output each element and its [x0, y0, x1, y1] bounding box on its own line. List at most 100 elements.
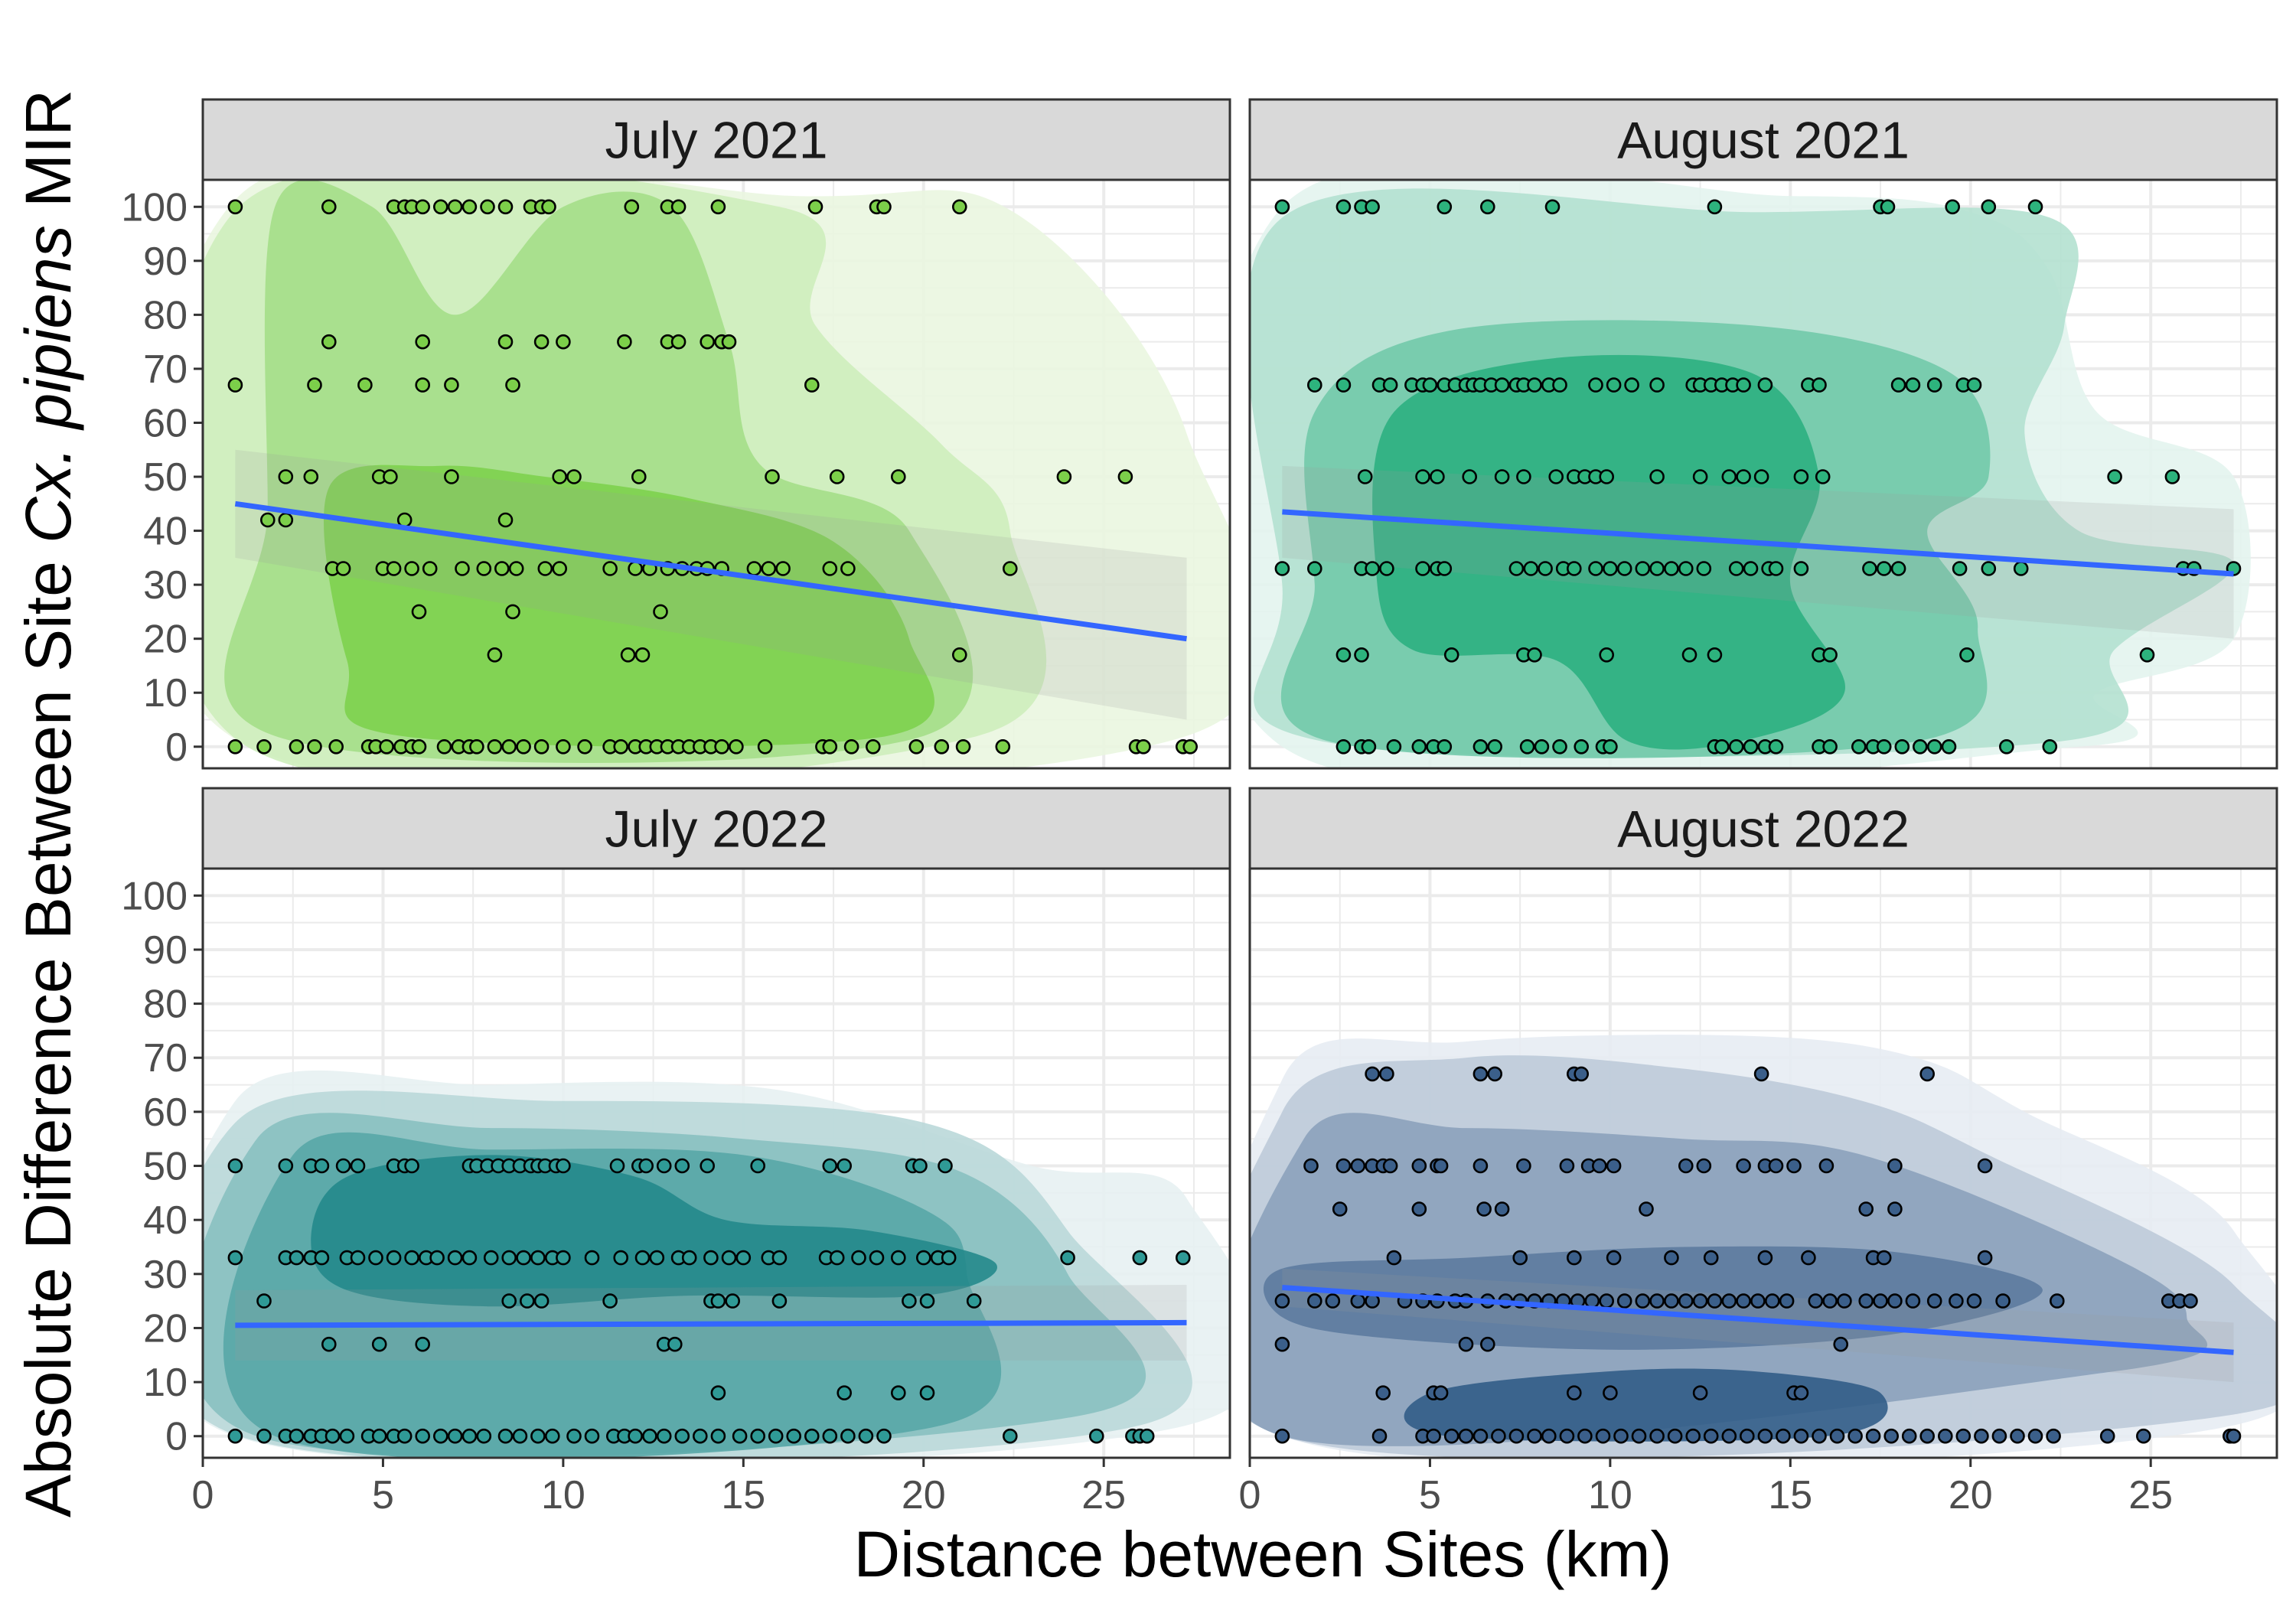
- data-point: [1818, 1158, 1835, 1174]
- data-point: [227, 1428, 243, 1444]
- data-point: [1707, 1293, 1723, 1309]
- facet-strip-label: August 2022: [1617, 800, 1910, 859]
- data-point: [1793, 469, 1809, 484]
- data-point: [2136, 1428, 2151, 1444]
- data-point: [1728, 561, 1744, 576]
- data-point: [1599, 647, 1614, 663]
- data-point: [1664, 1293, 1679, 1309]
- data-point: [941, 1250, 957, 1266]
- data-point: [1534, 738, 1550, 755]
- y-tick-label: 80: [143, 983, 188, 1027]
- data-point: [1685, 1428, 1701, 1444]
- data-point: [1574, 1066, 1589, 1082]
- data-point: [631, 469, 647, 484]
- data-point: [505, 377, 520, 393]
- data-point: [1476, 1201, 1492, 1217]
- data-point: [1743, 561, 1759, 576]
- data-point: [1703, 1250, 1719, 1266]
- data-point: [866, 738, 881, 755]
- data-point: [628, 561, 643, 576]
- data-point: [411, 604, 427, 620]
- data-point: [1808, 1293, 1824, 1309]
- data-point: [278, 512, 294, 528]
- data-point: [617, 334, 632, 350]
- data-point: [1182, 738, 1198, 755]
- y-tick-label: 50: [143, 1145, 188, 1189]
- data-point: [938, 1158, 953, 1174]
- data-point: [876, 1428, 892, 1444]
- data-point: [1692, 1293, 1708, 1309]
- data-point: [1692, 1385, 1708, 1400]
- data-point: [227, 1158, 243, 1174]
- data-point: [822, 738, 838, 755]
- data-point: [1736, 1158, 1751, 1174]
- x-tick-label: 20: [1949, 1473, 1993, 1517]
- data-point: [700, 334, 716, 350]
- y-tick-label: 0: [165, 1415, 188, 1459]
- data-point: [404, 1158, 419, 1174]
- data-point: [1876, 561, 1892, 576]
- data-point: [1873, 1293, 1888, 1309]
- trend-line: [235, 1319, 1187, 1328]
- data-point: [533, 738, 550, 755]
- data-point: [256, 738, 272, 755]
- trend-line: [234, 500, 1187, 642]
- data-point: [1890, 561, 1906, 576]
- data-point: [1527, 377, 1542, 393]
- data-point: [761, 561, 777, 576]
- data-point: [1905, 1293, 1921, 1309]
- data-point: [634, 1250, 651, 1266]
- data-point: [1919, 1066, 1935, 1082]
- data-point: [461, 1250, 478, 1266]
- x-tick-label: 25: [2128, 1473, 2173, 1517]
- data-point: [775, 561, 791, 576]
- data-point: [1696, 1158, 1712, 1174]
- data-point: [533, 334, 550, 350]
- y-tick-label: 20: [143, 1306, 188, 1351]
- data-point: [642, 1428, 657, 1444]
- data-point: [1567, 1250, 1582, 1266]
- data-point: [584, 1250, 600, 1266]
- data-point: [1681, 647, 1698, 663]
- data-point: [804, 377, 820, 393]
- data-point: [1336, 377, 1352, 393]
- data-point: [1714, 738, 1730, 755]
- data-point: [1880, 199, 1896, 215]
- data-point: [444, 469, 459, 484]
- data-points: [1274, 1066, 2242, 1444]
- data-point: [1379, 1066, 1394, 1082]
- data-point: [1603, 561, 1618, 576]
- data-point: [444, 377, 459, 393]
- data-point: [1584, 1293, 1600, 1309]
- data-point: [1567, 561, 1582, 576]
- data-point: [1753, 1066, 1769, 1082]
- data-point: [227, 738, 243, 755]
- data-point: [1336, 1158, 1352, 1174]
- data-point: [1966, 377, 1982, 393]
- data-point: [1613, 1428, 1629, 1444]
- y-tick-label: 30: [143, 1253, 188, 1297]
- data-point: [1307, 377, 1322, 393]
- data-point: [1768, 561, 1784, 576]
- data-point: [1757, 1250, 1773, 1266]
- data-point: [638, 1158, 654, 1174]
- data-point: [891, 469, 906, 484]
- data-point: [1567, 1385, 1582, 1400]
- data-point: [674, 1158, 690, 1174]
- data-point: [750, 1158, 766, 1174]
- data-point: [1707, 199, 1723, 215]
- data-point: [1757, 377, 1773, 393]
- data-point: [656, 1158, 672, 1174]
- data-point: [328, 738, 344, 755]
- data-point: [497, 199, 514, 215]
- data-point: [1274, 1336, 1290, 1352]
- data-point: [432, 199, 448, 215]
- data-point: [1848, 1428, 1863, 1444]
- data-point: [725, 1293, 741, 1309]
- data-point: [429, 1250, 445, 1266]
- data-point: [768, 1428, 784, 1444]
- data-point: [2139, 647, 2155, 663]
- y-axis-title-pre: Absolute Difference Between Site: [12, 561, 84, 1517]
- y-tick-label: 20: [143, 618, 188, 662]
